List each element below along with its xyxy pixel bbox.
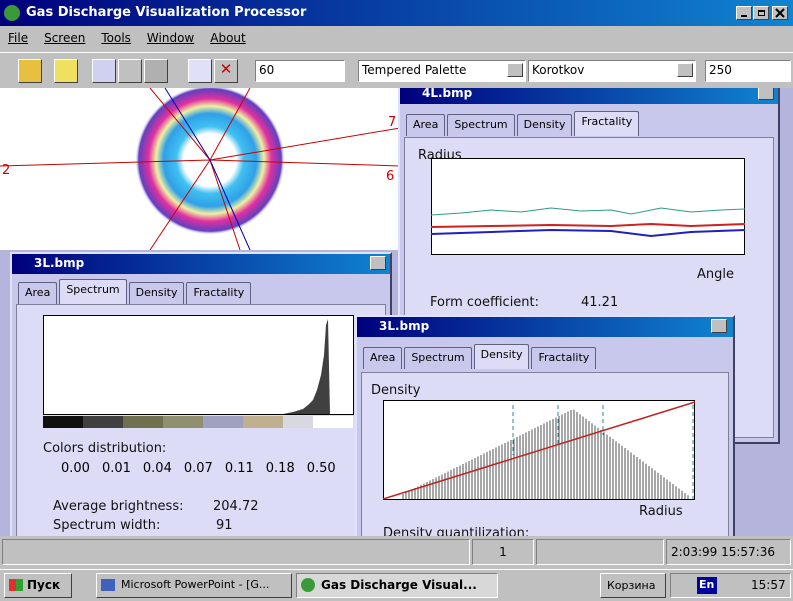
start-text: Пуск	[27, 578, 60, 592]
distribution-value: 0.04	[143, 461, 172, 476]
tab[interactable]: Fractality	[531, 347, 596, 369]
method-text: Korotkov	[532, 63, 584, 77]
distribution-value: 0.50	[307, 461, 336, 476]
tab[interactable]: Density	[129, 282, 185, 304]
restore-button[interactable]	[753, 6, 769, 20]
menu-item[interactable]: Window	[139, 28, 202, 50]
minimize-button[interactable]	[736, 6, 752, 20]
width-value: 91	[216, 518, 233, 533]
task-button-active[interactable]: Gas Discharge Visual...	[296, 573, 498, 598]
window-title: 4L.bmp	[422, 88, 472, 100]
average-label: Average brightness:	[53, 499, 183, 514]
density-chart	[383, 400, 695, 500]
tab[interactable]: Fractality	[574, 111, 639, 136]
average-value: 204.72	[213, 499, 259, 514]
tab[interactable]: Spectrum	[447, 114, 514, 136]
status-field: 2:03:99 15:57:36	[666, 539, 791, 565]
window-title-bar: 4L.bmp	[400, 88, 778, 104]
status-field	[2, 539, 470, 565]
palette-text: Tempered Palette	[362, 63, 466, 77]
tab[interactable]: Area	[363, 347, 402, 369]
distribution-value: 0.01	[102, 461, 131, 476]
status-field: 1	[472, 539, 534, 565]
color-bar	[43, 416, 353, 428]
tab[interactable]: Spectrum	[59, 279, 126, 304]
process-button[interactable]	[54, 59, 78, 83]
distribution-value: 0.00	[61, 461, 90, 476]
sector-label: 7	[388, 115, 396, 130]
clock: 15:57	[751, 578, 786, 592]
taskbar: Пуск Microsoft PowerPoint - [G... Gas Di…	[0, 569, 793, 601]
form-coefficient-value: 41.21	[581, 295, 618, 310]
tab[interactable]: Fractality	[186, 282, 251, 304]
toolbar: ✕ 60 Tempered Palette Korotkov 250	[0, 52, 793, 88]
tab[interactable]: Area	[406, 114, 445, 136]
start-button[interactable]: Пуск	[4, 573, 72, 598]
quantization-label: Density quantilization:	[383, 526, 529, 536]
discharge-image: 7 2 6	[0, 88, 400, 250]
tab[interactable]: Area	[18, 282, 57, 304]
value2-field[interactable]: 250	[705, 60, 791, 82]
tab[interactable]: Spectrum	[404, 347, 471, 369]
width-label: Spectrum width:	[53, 518, 160, 533]
window-title-bar: 3L.bmp	[357, 317, 733, 337]
value-text: 60	[259, 63, 274, 77]
star-button[interactable]	[92, 59, 116, 83]
form-coefficient-label: Form coefficient:	[430, 295, 539, 310]
axis-label: Radius	[639, 504, 683, 519]
distribution-value: 0.18	[266, 461, 295, 476]
image-view: 7 2 6	[0, 88, 400, 250]
delete-button[interactable]: ✕	[214, 59, 238, 83]
print-button[interactable]	[144, 59, 168, 83]
sector-label: 6	[386, 169, 394, 184]
radius-chart	[431, 158, 745, 255]
value-field[interactable]: 60	[255, 60, 345, 82]
distribution-value: 0.07	[184, 461, 213, 476]
language-indicator[interactable]: En	[697, 577, 717, 594]
menu-item[interactable]: Screen	[36, 28, 93, 50]
distribution-row: 0.00 0.01 0.04 0.07 0.11 0.18 0.50	[61, 461, 336, 476]
system-tray: En 15:57	[670, 573, 791, 598]
menu-item[interactable]: Tools	[93, 28, 139, 50]
undo-button[interactable]	[118, 59, 142, 83]
window-title: 3L.bmp	[379, 319, 429, 333]
spectrum-histogram	[43, 315, 355, 429]
method-select[interactable]: Korotkov	[528, 60, 696, 82]
window-title: Gas Discharge Visualization Processor	[26, 5, 306, 20]
close-button[interactable]	[772, 6, 788, 20]
tray-label: Корзина	[607, 579, 655, 592]
tab[interactable]: Density	[474, 344, 530, 369]
status-bar: 1 2:03:99 15:57:36	[0, 537, 793, 568]
tab[interactable]: Density	[517, 114, 573, 136]
value2-text: 250	[709, 63, 732, 77]
chart-label: Density	[371, 383, 420, 398]
menu-item[interactable]: About	[202, 28, 253, 50]
open-button[interactable]	[18, 59, 42, 83]
status-text: 1	[499, 545, 507, 559]
erase-button[interactable]	[188, 59, 212, 83]
task-text: Gas Discharge Visual...	[321, 578, 477, 592]
window-title: 3L.bmp	[34, 256, 84, 270]
menu-item[interactable]: File	[0, 28, 36, 50]
window-title-bar: 3L.bmp	[12, 254, 390, 274]
sector-label: 2	[2, 163, 10, 178]
distribution-value: 0.11	[225, 461, 254, 476]
recycle-bin-button[interactable]: Корзина	[600, 573, 666, 598]
screen: Gas Discharge Visualization Processor Fi…	[0, 0, 793, 601]
palette-select[interactable]: Tempered Palette	[358, 60, 526, 82]
axis-label: Angle	[697, 267, 734, 282]
task-button[interactable]: Microsoft PowerPoint - [G...	[96, 573, 292, 598]
language-text: En	[699, 578, 714, 591]
title-bar: Gas Discharge Visualization Processor	[0, 0, 793, 26]
app-icon	[4, 5, 20, 21]
status-datetime: 2:03:99 15:57:36	[671, 545, 775, 559]
colors-label: Colors distribution:	[43, 441, 166, 456]
status-field	[536, 539, 664, 565]
task-text: Microsoft PowerPoint - [G...	[121, 578, 269, 591]
